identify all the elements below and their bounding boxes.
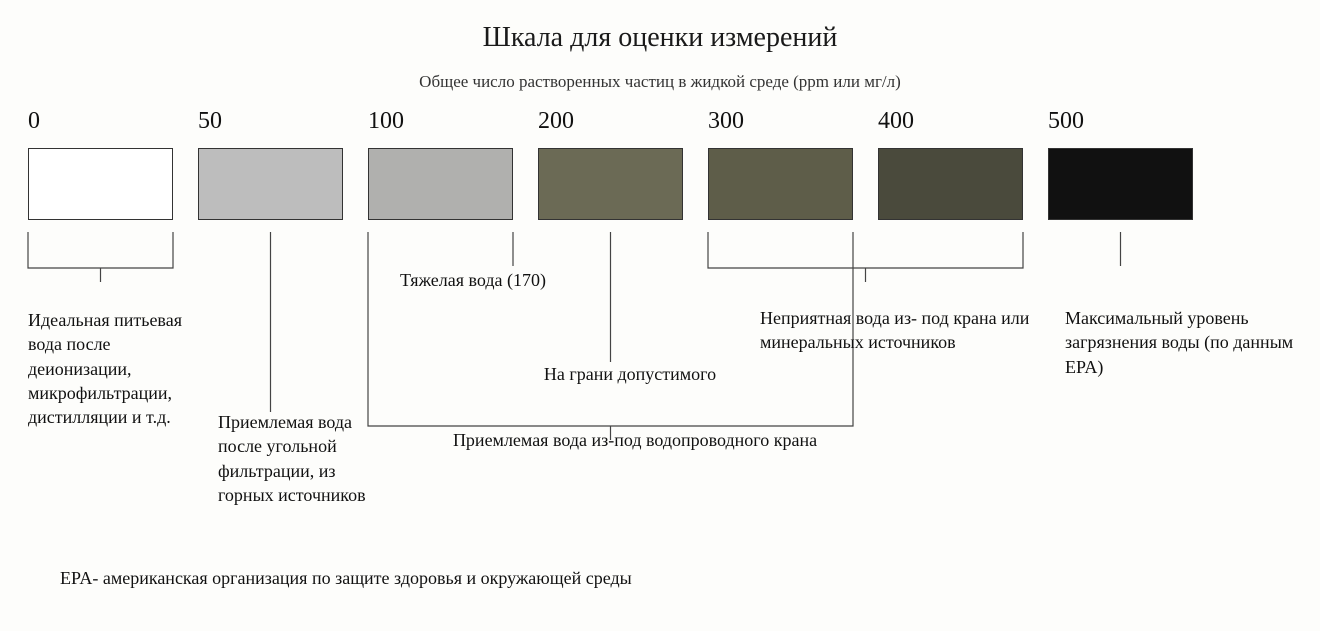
annotation-label: Идеальная питьевая вода после деионизаци…: [28, 308, 218, 429]
annotation-label: На грани допустимого: [510, 362, 750, 386]
annotation-label: Приемлемая вода после угольной фильтраци…: [218, 410, 388, 507]
annotation-label: Тяжелая вода (170): [400, 268, 600, 292]
annotation-label: Неприятная вода из- под крана или минера…: [760, 306, 1040, 355]
annotation-label: Приемлемая вода из-под водопроводного кр…: [440, 428, 830, 452]
bracket: [0, 0, 1320, 270]
annotation-label: Максимальный уровень загрязнения воды (п…: [1065, 306, 1295, 379]
footnote: EPA- американская организация по защите …: [60, 568, 632, 589]
